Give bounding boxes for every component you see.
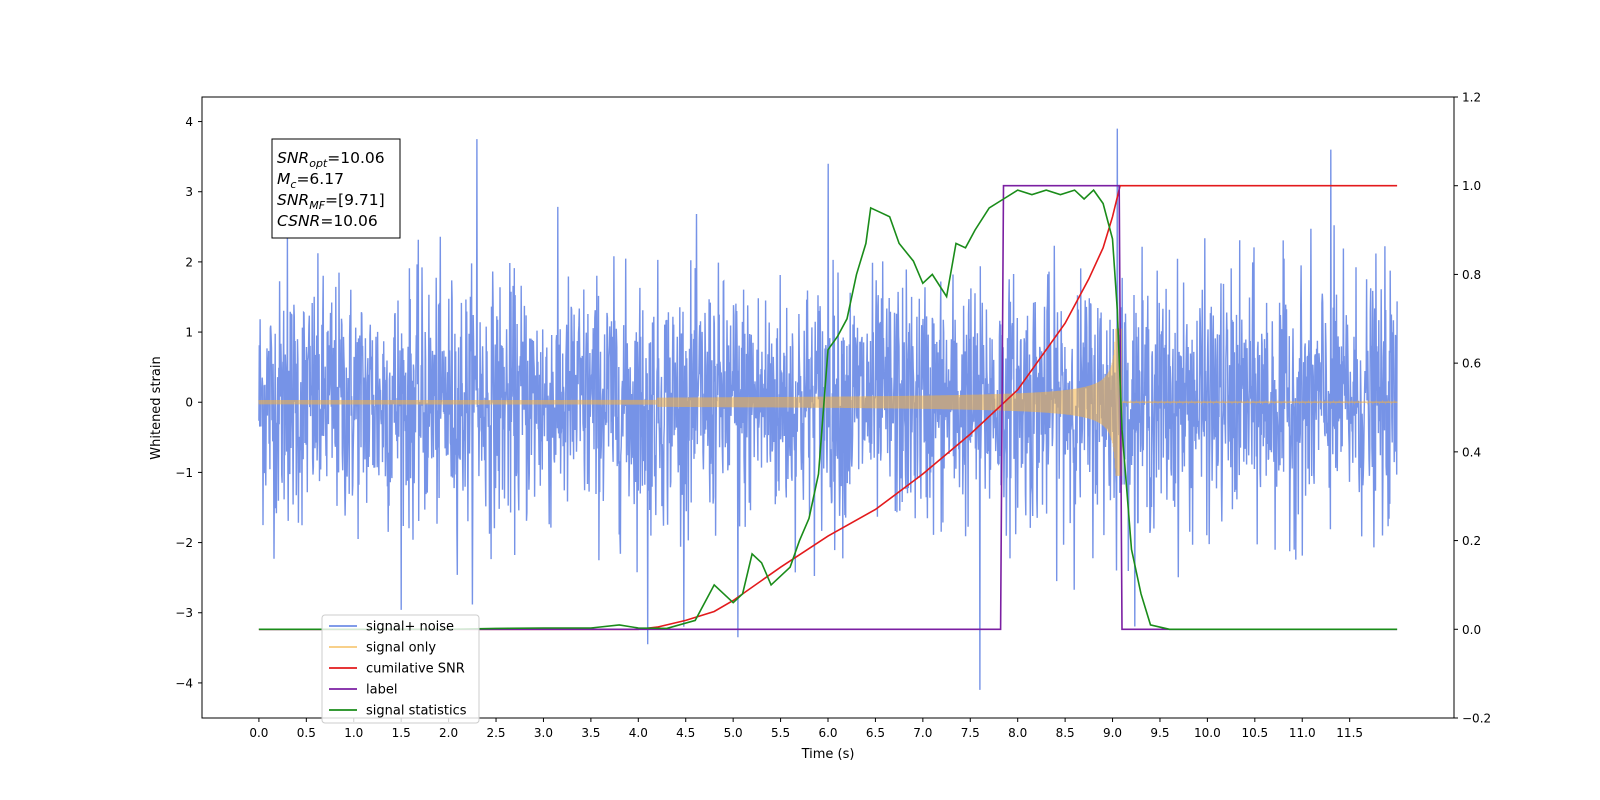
x-tick-label: 4.5	[676, 726, 695, 740]
y2-tick-label: 0.4	[1462, 445, 1481, 459]
annotation-value: =10.06	[320, 212, 377, 230]
series-line-signal-only	[258, 328, 1398, 476]
x-tick-label: 3.5	[581, 726, 600, 740]
annotation-line: SNRMF=[9.71]	[277, 191, 385, 212]
annotation-subscript: MF	[309, 199, 325, 212]
x-tick-label: 7.5	[961, 726, 980, 740]
x-tick-label: 2.0	[439, 726, 458, 740]
y-tick-label: 1	[185, 326, 193, 340]
x-tick-label: 2.5	[486, 726, 505, 740]
y2-tick-label: 1.2	[1462, 91, 1481, 105]
series-signal-only	[258, 328, 1398, 476]
x-tick-label: 10.0	[1194, 726, 1221, 740]
x-tick-label: 10.5	[1241, 726, 1268, 740]
legend-entry-label: label	[366, 683, 397, 698]
annotation-symbol: M	[277, 170, 290, 188]
y2-tick-label: 0.2	[1462, 534, 1481, 548]
x-tick-label: 5.0	[724, 726, 743, 740]
x-axis: 0.0 0.5 1.0 1.5 2.0 2.5 3.0 3.5 4.0 4.5 5.0 5.5 6.0 6…	[249, 718, 1363, 740]
y-axis-label: Whitened strain	[149, 356, 164, 459]
annotation-line: SNRopt=10.06	[277, 149, 385, 170]
x-tick-label: 4.0	[629, 726, 648, 740]
annotation-symbol: CSNR	[277, 212, 320, 230]
annotation-subscript: opt	[309, 157, 328, 170]
x-tick-label: 6.0	[818, 726, 837, 740]
y-axis-left: −4 −3 −2 −1 0 1 2 3 4	[175, 115, 202, 690]
x-tick-label: 9.5	[1150, 726, 1169, 740]
x-tick-label: 9.0	[1103, 726, 1122, 740]
legend-entry-label: signal statistics	[366, 704, 467, 719]
y-tick-label: 4	[185, 115, 193, 129]
annotation-value: =10.06	[327, 149, 384, 167]
x-tick-label: 6.5	[866, 726, 885, 740]
y-tick-label: 2	[185, 255, 193, 269]
x-tick-label: 3.0	[534, 726, 553, 740]
legend-frame	[321, 614, 480, 724]
x-tick-label: 11.5	[1336, 726, 1363, 740]
annotation-value: =6.17	[296, 170, 344, 188]
y-axis-right: −0.2 0.0 0.2 0.4 0.6 0.8 1.0 1.2	[1454, 91, 1491, 726]
annotation-box-frame	[271, 138, 401, 239]
y-tick-label: 0	[185, 396, 193, 410]
annotation-line: Mc=6.17	[277, 170, 344, 191]
stats-annotation-box: SNRopt=10.06Mc=6.17SNRMF=[9.71]CSNR=10.0…	[271, 138, 401, 239]
legend-entry-label: signal only	[366, 641, 436, 656]
x-tick-label: 0.0	[249, 726, 268, 740]
y-tick-label: −2	[175, 536, 193, 550]
series-line-cumulative-snr	[258, 184, 1398, 631]
annotation-symbol: SNR	[277, 149, 309, 167]
y-tick-label: −1	[175, 466, 193, 480]
y-tick-label: −4	[175, 676, 193, 690]
x-tick-label: 5.5	[771, 726, 790, 740]
x-axis-label: Time (s)	[801, 747, 855, 762]
x-tick-label: 7.0	[913, 726, 932, 740]
y-tick-label: −3	[175, 606, 193, 620]
right-axis-series	[258, 184, 1398, 631]
x-tick-label: 1.5	[392, 726, 411, 740]
plot-area	[258, 128, 1398, 690]
legend-entry-label: signal+ noise	[366, 620, 454, 635]
series-line-signal-statistics	[258, 188, 1398, 631]
y2-tick-label: 0.8	[1462, 268, 1481, 282]
series-signal-noise	[258, 128, 1398, 690]
x-tick-label: 1.0	[344, 726, 363, 740]
x-tick-label: 11.0	[1289, 726, 1316, 740]
series-line-signal-noise	[258, 128, 1398, 690]
annotation-line: CSNR=10.06	[277, 212, 378, 230]
y2-tick-label: −0.2	[1462, 712, 1491, 726]
y-tick-label: 3	[185, 185, 193, 199]
x-tick-label: 8.5	[1056, 726, 1075, 740]
x-tick-label: 0.5	[297, 726, 316, 740]
annotation-symbol: SNR	[277, 191, 309, 209]
annotation-value: =[9.71]	[325, 191, 385, 209]
y2-tick-label: 0.0	[1462, 623, 1481, 637]
annotation-subscript: c	[290, 178, 296, 191]
x-tick-label: 8.0	[1008, 726, 1027, 740]
y2-tick-label: 1.0	[1462, 179, 1481, 193]
y2-tick-label: 0.6	[1462, 357, 1481, 371]
legend-entry-label: cumilative SNR	[366, 662, 465, 677]
legend: signal+ noise signal only cumilative SNR la…	[321, 614, 480, 724]
